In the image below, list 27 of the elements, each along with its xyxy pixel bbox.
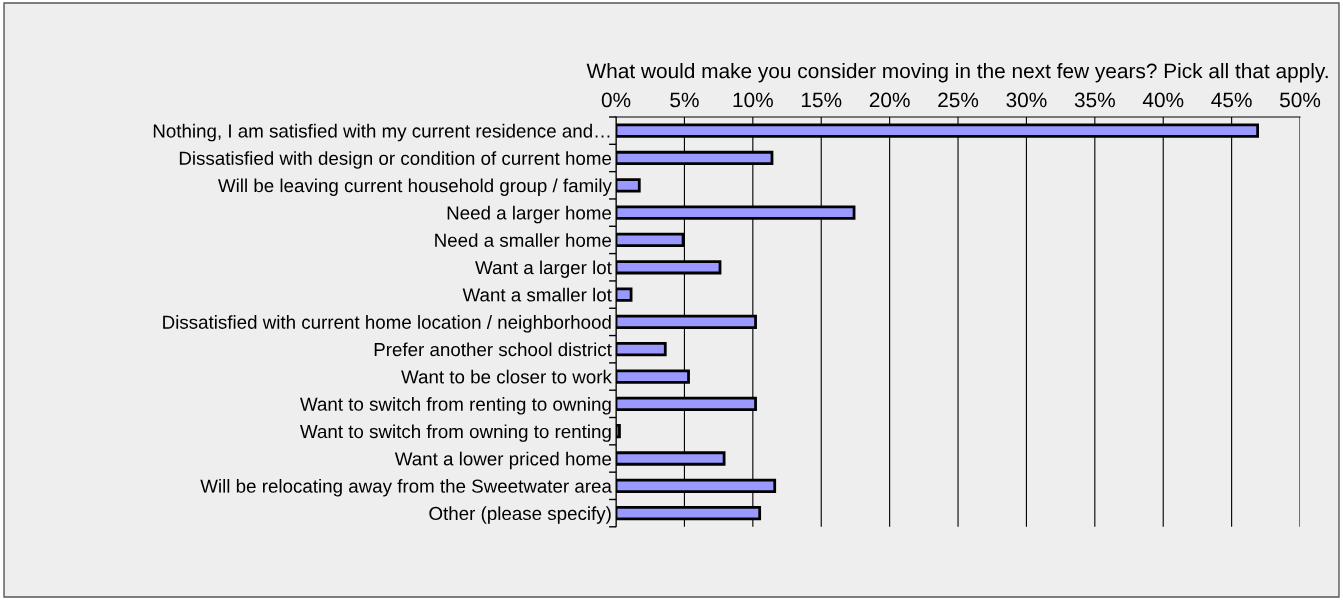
y-tick-label: Want to switch from renting to owning (300, 397, 611, 415)
y-tick-label: Will be relocating away from the Sweetwater area (200, 479, 612, 497)
x-tick-label: 45% (1211, 92, 1252, 108)
y-tick-label: Want to switch from owning to renting (300, 424, 611, 442)
x-tick-label: 15% (801, 92, 842, 108)
x-tick-label: 40% (1142, 92, 1184, 108)
chart-title: What would make you consider moving in the next few years? Pick all that apply. (586, 63, 1328, 83)
x-tick-label: 20% (869, 92, 910, 108)
x-tick-label: 30% (1006, 92, 1047, 108)
x-tick-label: 10% (733, 92, 773, 108)
y-tick-label: Will be leaving current household group / family (218, 178, 612, 196)
x-tick-label: 5% (670, 92, 699, 108)
y-tick-label: Want a larger lot (475, 260, 612, 278)
y-tick-label: Need a smaller home (435, 233, 612, 247)
y-tick-label: Dissatisfied with current home location / neighborhood (163, 315, 611, 333)
y-tick-label: Want to be closer to work (401, 369, 612, 384)
y-tick-label: Prefer another school district (374, 342, 612, 357)
y-tick-label: Want a smaller lot (462, 287, 612, 302)
y-tick-label: Other (please specify) (429, 506, 611, 524)
y-tick-label: Want a lower priced home (394, 451, 612, 470)
y-tick-label: Need a larger home (447, 205, 612, 224)
y-tick-label: Nothing, I am satisfied with my current residence and… (153, 123, 610, 142)
x-tick-label: 0% (601, 92, 631, 108)
x-tick-label: 35% (1074, 92, 1115, 108)
y-tick-label: Dissatisfied with design or condition of current home (179, 151, 612, 169)
x-tick-label: 25% (938, 92, 979, 108)
x-tick-label: 50% (1280, 92, 1321, 108)
